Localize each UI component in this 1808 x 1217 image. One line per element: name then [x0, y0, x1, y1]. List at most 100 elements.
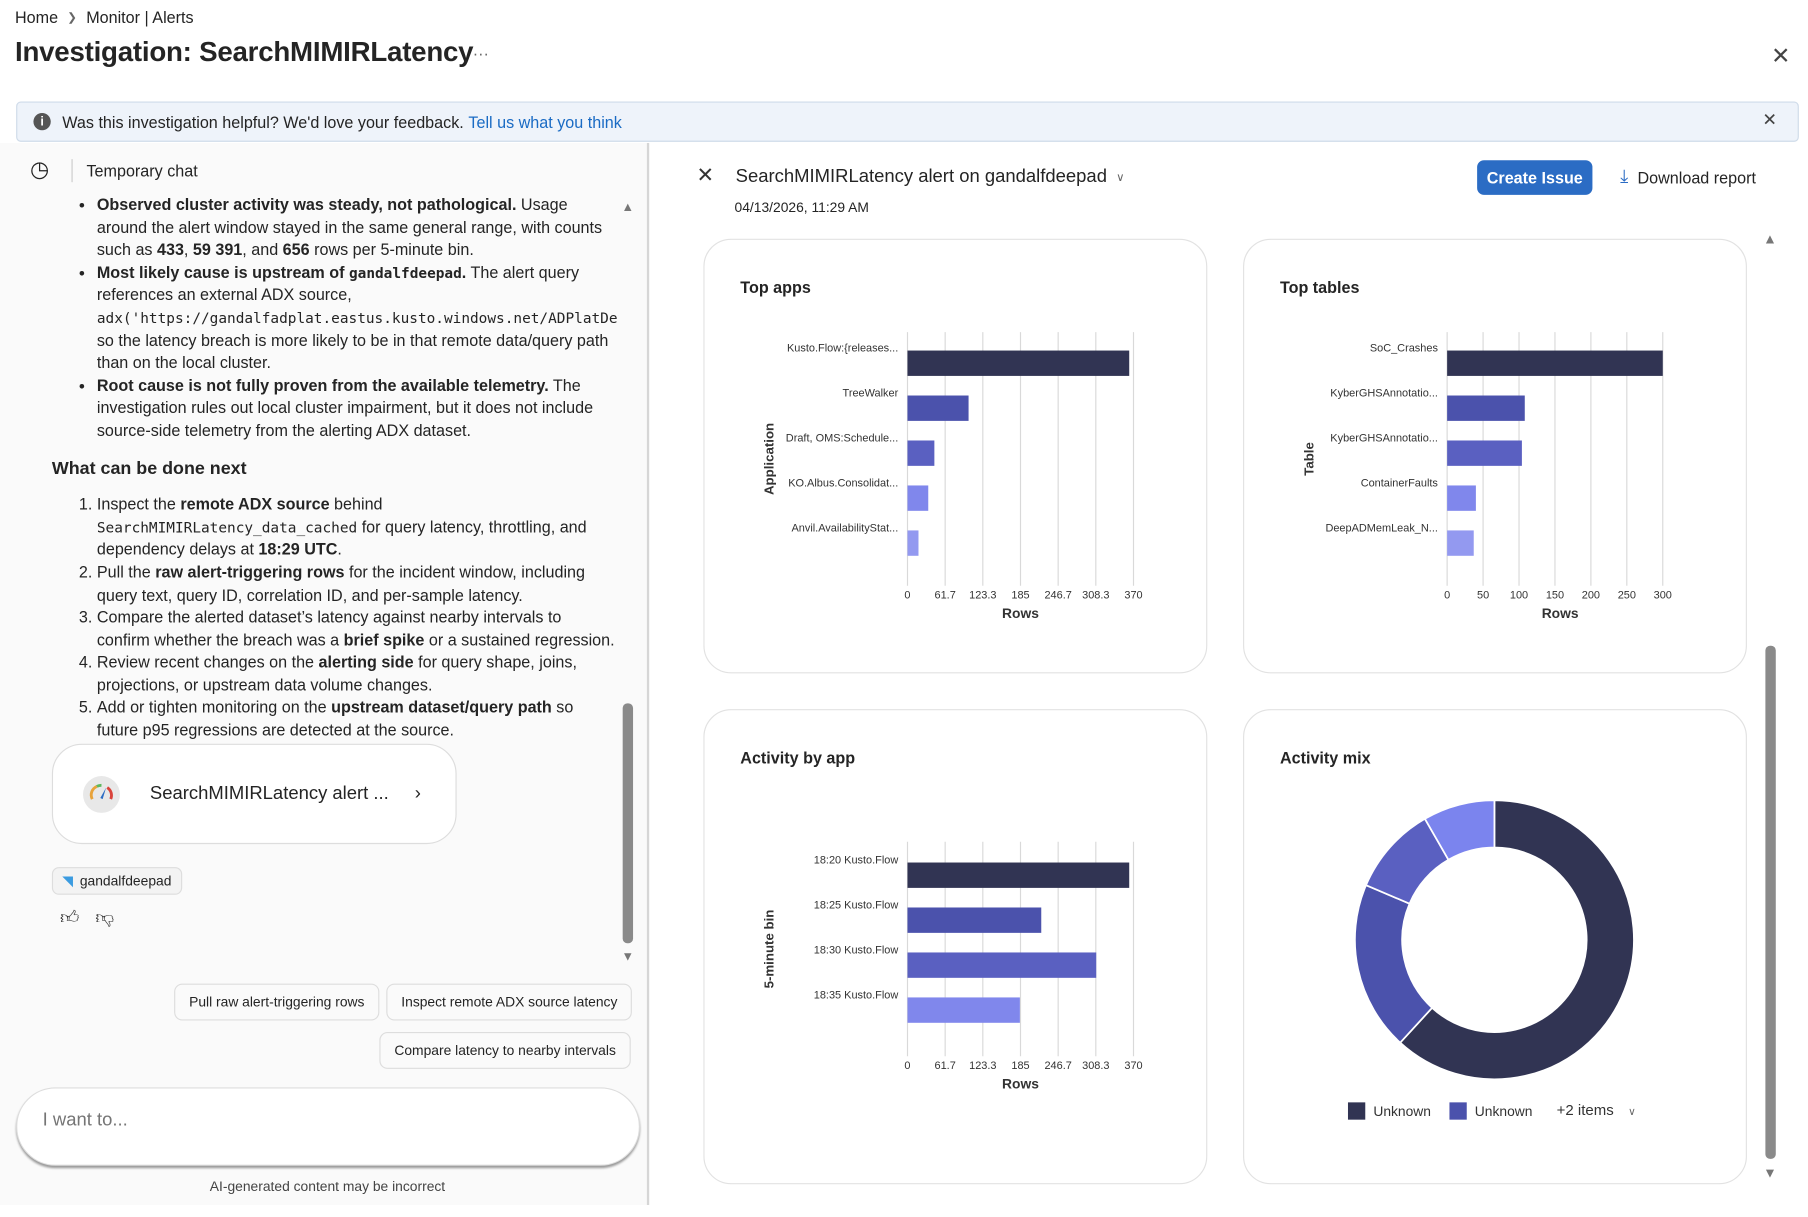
list-item: Inspect the remote ADX source behind Sea… — [97, 494, 617, 562]
x-tick-label: 150 — [1546, 589, 1564, 601]
text-segment: . — [337, 540, 342, 559]
x-tick-label: 246.7 — [1044, 589, 1071, 601]
kusto-cluster-icon: ◥ — [62, 872, 73, 890]
alert-card[interactable]: SearchMIMIRLatency alert ... › — [51, 743, 457, 845]
thumbs-up-icon[interactable]: 👍︎ — [59, 908, 80, 929]
bar — [907, 997, 1020, 1023]
findings-list: Observed cluster activity was steady, no… — [0, 194, 619, 443]
report-scroll-down[interactable]: ▼ — [1763, 1164, 1777, 1181]
chart-card-activity-by-app: Activity by app 0 61.7 123.3 185 246.7 308.3 3… — [703, 709, 1208, 1185]
history-icon[interactable]: ◷ — [29, 157, 50, 183]
suggestion-button[interactable]: Pull raw alert-triggering rows — [174, 983, 380, 1021]
bar — [907, 395, 969, 421]
breadcrumb-home[interactable]: Home — [14, 8, 59, 27]
y-category-label: 18:25 Kusto.Flow — [814, 900, 899, 912]
x-tick-label: 370 — [1124, 1060, 1142, 1072]
x-tick-label: 250 — [1618, 589, 1636, 601]
x-tick-label: 370 — [1124, 589, 1142, 601]
text-segment: or a sustained regression. — [424, 630, 615, 649]
y-category-label: Anvil.AvailabilityStat... — [791, 523, 898, 535]
resource-chip[interactable]: ◥ gandalfdeepad — [51, 867, 182, 895]
panel-resize-handle[interactable] — [646, 142, 650, 1205]
chat-input-box — [16, 1087, 640, 1166]
list-item: Root cause is not fully proven from the … — [97, 374, 617, 442]
legend-label: Unknown — [1475, 1103, 1533, 1119]
text-segment: 433 — [156, 240, 184, 259]
chat-scrollbar[interactable] — [622, 703, 634, 944]
y-category-label: SoC_Crashes — [1370, 343, 1439, 355]
report-scrollbar[interactable] — [1765, 645, 1776, 1159]
x-tick-label: 185 — [1011, 589, 1029, 601]
close-icon[interactable]: ✕ — [1771, 43, 1791, 70]
create-issue-button[interactable]: Create Issue — [1477, 160, 1593, 195]
text-segment: Most likely cause is upstream of — [96, 262, 349, 282]
text-segment: SearchMIMIRLatency_data_cached — [96, 518, 358, 536]
y-axis-title: Application — [762, 423, 777, 495]
text-segment: 18:29 UTC — [258, 540, 338, 559]
text-segment: behind — [329, 494, 383, 514]
download-report-button[interactable]: ⤓ Download report — [1620, 167, 1756, 188]
chevron-down-icon: ∨ — [1116, 171, 1125, 184]
x-axis-title: Rows — [1542, 605, 1579, 621]
text-segment: adx('https://gandalfadplat.eastus.kusto.… — [96, 308, 619, 327]
x-tick-label: 300 — [1654, 589, 1672, 601]
chevron-right-icon: › — [414, 783, 421, 804]
text-segment: , so the latency breach is more likely t… — [96, 330, 609, 372]
report-scroll-up[interactable]: ▲ — [1763, 230, 1777, 247]
text-segment: Usage around the alert window stayed in … — [96, 194, 603, 259]
text-segment: Compare the alerted dataset’s latency ag… — [96, 607, 562, 649]
close-icon[interactable]: ✕ — [1762, 110, 1777, 131]
divider — [71, 158, 73, 182]
text-segment: Observed cluster activity was steady, no… — [96, 194, 517, 214]
donut-slice — [1423, 799, 1496, 861]
more-options-button[interactable]: ··· — [472, 43, 489, 63]
chart-card-top-apps: Top apps 0 61.7 123.3 185 246.7 308.3 370 Kusto… — [703, 238, 1208, 674]
download-report-label: Download report — [1637, 168, 1756, 187]
legend-more-button[interactable]: +2 items — [1557, 1102, 1614, 1119]
legend-label: Unknown — [1373, 1103, 1431, 1119]
y-category-label: KyberGHSAnnotatio... — [1330, 388, 1438, 400]
x-tick-label: 123.3 — [969, 1060, 996, 1072]
x-tick-label: 308.3 — [1082, 1060, 1109, 1072]
text-segment: so future p95 regressions are detected a… — [96, 698, 574, 740]
text-segment: brief spike — [343, 630, 425, 649]
text-segment: Inspect the — [96, 494, 181, 514]
bar — [1447, 440, 1522, 466]
bar — [1447, 530, 1474, 556]
breadcrumb-monitor-alerts[interactable]: Monitor | Alerts — [86, 8, 194, 27]
page-title: Investigation: SearchMIMIRLatency — [14, 36, 474, 69]
list-item: Review recent changes on the alerting si… — [97, 652, 617, 697]
text-segment: 656 — [282, 240, 310, 259]
text-segment: remote ADX source — [180, 494, 330, 514]
chart-title: Top apps — [740, 277, 811, 297]
feedback-link[interactable]: Tell us what you think — [468, 112, 622, 131]
resource-chip-label: gandalfdeepad — [79, 872, 172, 890]
bar — [907, 485, 929, 511]
y-category-label: Draft, OMS:Schedule... — [786, 433, 898, 445]
x-tick-label: 50 — [1477, 589, 1489, 601]
bar — [907, 862, 1130, 888]
y-category-label: KyberGHSAnnotatio... — [1330, 433, 1438, 445]
donut-slice — [1398, 799, 1635, 1081]
list-item: Most likely cause is upstream of gandalf… — [96, 262, 619, 375]
close-icon[interactable]: ✕ — [696, 163, 714, 187]
chat-input[interactable] — [40, 1109, 599, 1133]
x-axis-title: Rows — [1002, 1076, 1039, 1092]
thumbs-down-icon[interactable]: 👎︎ — [95, 908, 115, 929]
suggestion-button[interactable]: Inspect remote ADX source latency — [386, 983, 633, 1021]
x-tick-label: 61.7 — [935, 589, 956, 601]
x-axis-title: Rows — [1002, 605, 1039, 621]
temporary-chat-label: Temporary chat — [86, 160, 198, 180]
text-segment: , — [183, 240, 193, 259]
chart-title: Activity mix — [1279, 748, 1371, 767]
breadcrumb: Home ❯ Monitor | Alerts — [15, 8, 194, 26]
report-title-text: SearchMIMIRLatency alert on gandalfdeepa… — [735, 167, 1107, 187]
text-segment: rows per 5-minute bin. — [309, 240, 474, 259]
suggestion-button[interactable]: Compare latency to nearby intervals — [379, 1032, 631, 1069]
chat-scroll-down[interactable]: ▼ — [621, 950, 635, 964]
chat-scroll-up[interactable]: ▲ — [621, 200, 635, 215]
text-segment: Root cause is not fully proven from the … — [96, 375, 549, 395]
y-category-label: 18:30 Kusto.Flow — [814, 945, 899, 957]
report-title[interactable]: SearchMIMIRLatency alert on gandalfdeepa… — [736, 167, 1125, 188]
text-segment: 391 — [215, 240, 243, 259]
